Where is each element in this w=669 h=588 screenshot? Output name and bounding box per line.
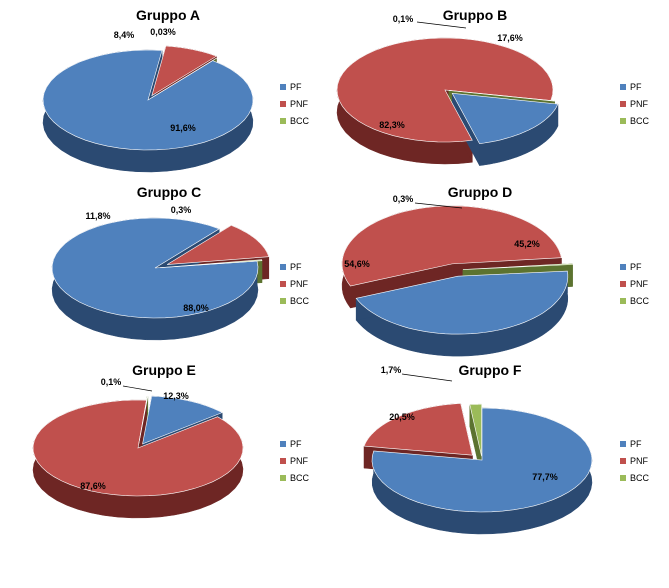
pie-slice-bcc bbox=[138, 396, 149, 445]
legend-label-pf: PF bbox=[290, 439, 302, 449]
legend: PF PNF BCC bbox=[280, 262, 310, 306]
legend-label-pnf: PNF bbox=[630, 279, 649, 289]
pie-slice-pnf bbox=[32, 399, 244, 497]
legend-label-bcc: BCC bbox=[630, 473, 650, 483]
data-label-pf: 91,6% bbox=[170, 123, 196, 133]
legend-label-pnf: PNF bbox=[290, 99, 309, 109]
pie-slice-pf bbox=[451, 92, 559, 144]
data-label-bcc: 1,7% bbox=[381, 365, 402, 375]
legend-swatch-pnf bbox=[620, 458, 626, 464]
legend-label-pf: PF bbox=[290, 82, 302, 92]
pie-chart-5: Gruppo E 12,3% 87,6% 0,1% PF PNF BCC bbox=[32, 362, 310, 519]
legend-label-bcc: BCC bbox=[290, 296, 310, 306]
legend-swatch-pf bbox=[280, 84, 286, 90]
pie-chart-4: Gruppo D 45,2% 54,6% 0,3% PF PNF BCC bbox=[341, 184, 650, 357]
chart-title: Gruppo B bbox=[443, 7, 508, 23]
legend-label-pnf: PNF bbox=[630, 456, 649, 466]
chart-title: Gruppo A bbox=[136, 7, 200, 23]
legend-swatch-bcc bbox=[620, 298, 626, 304]
data-label-bcc: 0,3% bbox=[171, 205, 192, 215]
data-label-pf: 45,2% bbox=[514, 239, 540, 249]
chart-title: Gruppo C bbox=[137, 184, 202, 200]
legend-label-pf: PF bbox=[630, 439, 642, 449]
data-label-bcc: 0,03% bbox=[150, 27, 176, 37]
legend-label-pf: PF bbox=[630, 262, 642, 272]
chart-title: Gruppo F bbox=[459, 362, 522, 378]
pie-slice-pf bbox=[371, 407, 593, 513]
pie-slice-pnf bbox=[363, 403, 473, 456]
legend-label-bcc: BCC bbox=[630, 296, 650, 306]
legend-swatch-pf bbox=[620, 264, 626, 270]
data-label-pf: 88,0% bbox=[183, 303, 209, 313]
data-label-pf: 12,3% bbox=[163, 391, 189, 401]
legend-swatch-pnf bbox=[620, 101, 626, 107]
legend: PF PNF BCC bbox=[280, 82, 310, 126]
legend: PF PNF BCC bbox=[280, 439, 310, 483]
pie-slice-pf bbox=[51, 217, 259, 319]
data-label-bcc: 0,3% bbox=[393, 194, 414, 204]
pie-chart-1: Gruppo A 91,6% 8,4% 0,03% PF PNF BCC bbox=[42, 7, 310, 173]
legend-swatch-pnf bbox=[620, 281, 626, 287]
pie-slice-bcc bbox=[159, 259, 263, 268]
legend-swatch-pf bbox=[280, 441, 286, 447]
legend-label-pf: PF bbox=[630, 82, 642, 92]
legend-swatch-bcc bbox=[620, 118, 626, 124]
pie-slice-pf bbox=[42, 49, 254, 151]
chart-title: Gruppo E bbox=[132, 362, 196, 378]
pie-slice-pnf bbox=[341, 205, 562, 287]
legend-label-pnf: PNF bbox=[290, 279, 309, 289]
pie-slice-pnf bbox=[166, 225, 270, 265]
legend-swatch-pf bbox=[620, 84, 626, 90]
chart-title: Gruppo D bbox=[448, 184, 513, 200]
legend-swatch-bcc bbox=[280, 475, 286, 481]
pie-slice-pnf bbox=[151, 45, 218, 97]
pie-slice-bcc bbox=[448, 90, 555, 102]
legend-swatch-pnf bbox=[280, 458, 286, 464]
data-label-bcc: 0,1% bbox=[101, 377, 122, 387]
data-label-pnf: 54,6% bbox=[344, 259, 370, 269]
pie-chart-3: Gruppo C 88,0% 11,8% 0,3% PF PNF BCC bbox=[51, 184, 310, 341]
legend-swatch-bcc bbox=[280, 118, 286, 124]
legend-label-pnf: PNF bbox=[630, 99, 649, 109]
pie-slice-pf bbox=[142, 395, 223, 445]
data-label-pf: 17,6% bbox=[497, 33, 523, 43]
data-label-pnf: 82,3% bbox=[379, 120, 405, 130]
pie-slice-pf bbox=[355, 270, 569, 335]
legend: PF PNF BCC bbox=[620, 439, 650, 483]
data-label-pnf: 87,6% bbox=[80, 481, 106, 491]
legend-label-pf: PF bbox=[290, 262, 302, 272]
legend-label-bcc: BCC bbox=[290, 116, 310, 126]
legend-label-bcc: BCC bbox=[630, 116, 650, 126]
pie-slice-pnf bbox=[336, 37, 554, 143]
legend-swatch-pf bbox=[620, 441, 626, 447]
data-label-pnf: 11,8% bbox=[85, 211, 110, 221]
data-label-bcc: 0,1% bbox=[393, 14, 414, 24]
data-label-pnf: 20,5% bbox=[389, 412, 415, 422]
data-label-pnf: 8,4% bbox=[114, 30, 135, 40]
legend-swatch-bcc bbox=[280, 298, 286, 304]
legend-swatch-pnf bbox=[280, 101, 286, 107]
pie-slice-bcc bbox=[151, 58, 218, 99]
pie-slice-bcc bbox=[462, 263, 573, 270]
leader-line bbox=[414, 202, 463, 209]
pie-chart-6: Gruppo F 77,7% 20,5% 1,7% PF PNF BCC bbox=[363, 362, 650, 535]
pie-slice-bcc bbox=[469, 403, 482, 457]
legend: PF PNF BCC bbox=[620, 262, 650, 306]
pie-chart-2: Gruppo B 17,6% 82,3% 0,1% PF PNF BCC bbox=[336, 7, 650, 166]
leader-line bbox=[401, 373, 453, 382]
legend-swatch-pf bbox=[280, 264, 286, 270]
legend-swatch-bcc bbox=[620, 475, 626, 481]
leader-line bbox=[416, 21, 467, 29]
legend-label-pnf: PNF bbox=[290, 456, 309, 466]
data-label-pf: 77,7% bbox=[532, 472, 558, 482]
legend-label-bcc: BCC bbox=[290, 473, 310, 483]
legend: PF PNF BCC bbox=[620, 82, 650, 126]
legend-swatch-pnf bbox=[280, 281, 286, 287]
leader-line bbox=[122, 385, 153, 392]
